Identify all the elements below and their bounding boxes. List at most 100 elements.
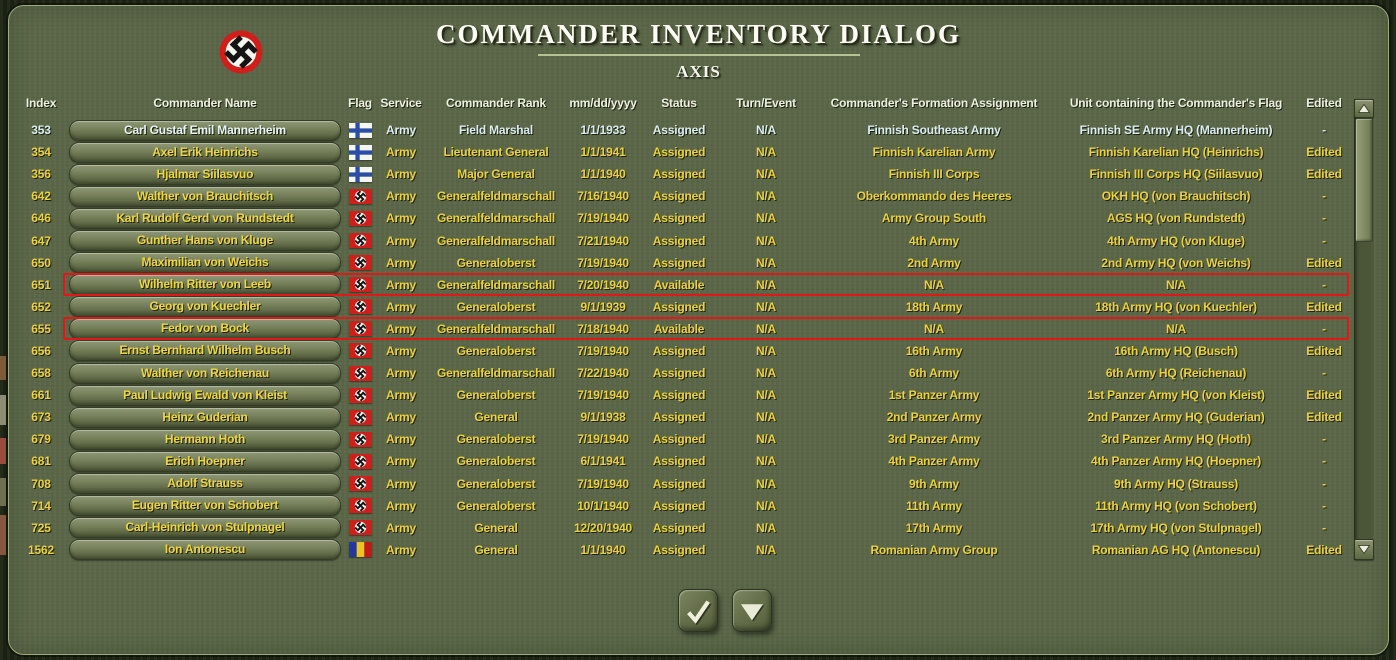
edited-flag-value: Edited	[1306, 167, 1342, 182]
edited-flag-value: -	[1322, 233, 1326, 248]
formation-assignment-value: 18th Army	[905, 299, 963, 314]
commander-name-button[interactable]: Erich Hoepner	[69, 450, 341, 472]
scrollbar-thumb[interactable]	[1355, 118, 1373, 242]
status-value: Assigned	[652, 233, 706, 248]
date-value: 1/1/1940	[580, 542, 626, 557]
germany-flag-icon	[345, 431, 375, 447]
commander-index: 354	[31, 145, 51, 160]
commander-index: 1562	[28, 542, 54, 557]
date-value: 7/19/1940	[577, 388, 629, 403]
service-value: Army	[386, 123, 416, 138]
date-value: 1/1/1933	[580, 123, 626, 138]
commander-row: 356 Hjalmar Siilasvuo Army Major General 1/1…	[17, 163, 1349, 185]
commander-name-button[interactable]: Walther von Reichenau	[69, 362, 341, 384]
edited-flag-value: -	[1322, 123, 1326, 138]
commander-name-button[interactable]: Hjalmar Siilasvuo	[69, 163, 341, 185]
rank-value: Generaloberst	[456, 432, 536, 447]
service-value: Army	[386, 454, 416, 469]
confirm-button[interactable]	[678, 589, 718, 632]
commander-name-button[interactable]: Ernst Bernhard Wilhelm Busch	[69, 340, 341, 362]
scrollbar-down-button[interactable]	[1354, 539, 1374, 560]
commander-index: 725	[31, 520, 51, 535]
date-value: 7/20/1940	[577, 277, 629, 292]
commander-name-button[interactable]: Karl Rudolf Gerd von Rundstedt	[69, 207, 341, 229]
edited-flag-value: -	[1322, 366, 1326, 381]
commander-name-button[interactable]: Heinz Guderian	[69, 406, 341, 428]
commander-name-button[interactable]: Carl-Heinrich von Stulpnagel	[69, 517, 341, 539]
commander-row: 655 Fedor von Bock Army Generalfeldmarschal…	[17, 317, 1349, 341]
nazi-germany-roundel-icon	[219, 30, 263, 74]
commander-name-button[interactable]: Walther von Brauchitsch	[69, 185, 341, 207]
date-value: 7/22/1940	[577, 366, 629, 381]
map-edge-decoration	[0, 356, 6, 380]
unit-containing-flag-value: N/A	[1165, 321, 1187, 336]
map-edge-decoration	[0, 478, 6, 506]
edited-flag-value: -	[1322, 321, 1326, 336]
edited-flag-value: -	[1322, 277, 1326, 292]
column-header-service: Service	[380, 96, 422, 110]
commander-row: 656 Ernst Bernhard Wilhelm Busch Army Gener…	[17, 340, 1349, 362]
service-value: Army	[386, 167, 416, 182]
unit-containing-flag-value: OKH HQ (von Brauchitsch)	[1101, 189, 1251, 204]
commander-name-button[interactable]: Eugen Ritter von Schobert	[69, 495, 341, 517]
germany-flag-icon	[345, 387, 375, 403]
service-value: Army	[386, 145, 416, 160]
commander-index: 647	[31, 233, 51, 248]
scrollbar-up-button[interactable]	[1354, 99, 1374, 118]
turn-event-value: N/A	[755, 498, 777, 513]
commander-name-button[interactable]: Fedor von Bock	[69, 318, 341, 340]
formation-assignment-value: 3rd Panzer Army	[888, 432, 980, 447]
date-value: 10/1/1940	[577, 498, 629, 513]
down-triangle-icon	[1358, 545, 1370, 554]
commander-name-button[interactable]: Axel Erik Heinrichs	[69, 141, 341, 163]
unit-containing-flag-value: 2nd Panzer Army HQ (Guderian)	[1087, 410, 1265, 425]
commander-name-button[interactable]: Carl Gustaf Emil Mannerheim	[69, 119, 341, 141]
rank-value: Generaloberst	[456, 299, 536, 314]
rank-value: Generalfeldmarschall	[436, 233, 556, 248]
rank-value: General	[474, 520, 518, 535]
status-value: Assigned	[652, 498, 706, 513]
germany-flag-icon	[345, 365, 375, 381]
turn-event-value: N/A	[755, 123, 777, 138]
commander-row: 714 Eugen Ritter von Schobert Army Generalo…	[17, 495, 1349, 517]
status-value: Assigned	[652, 255, 706, 270]
formation-assignment-value: Oberkommando des Heeres	[856, 189, 1012, 204]
status-value: Assigned	[652, 542, 706, 557]
commander-name-button[interactable]: Hermann Hoth	[69, 428, 341, 450]
commander-table: 353 Carl Gustaf Emil Mannerheim Army Field …	[17, 119, 1349, 561]
germany-flag-icon	[345, 498, 375, 514]
map-edge-decoration	[0, 515, 6, 555]
service-value: Army	[386, 255, 416, 270]
finland-flag-icon	[345, 166, 375, 182]
finland-flag-icon	[345, 122, 375, 138]
commander-name-button[interactable]: Maximilian von Weichs	[69, 252, 341, 274]
commander-index: 642	[31, 189, 51, 204]
commander-name-button[interactable]: Ion Antonescu	[69, 539, 341, 561]
turn-event-value: N/A	[755, 454, 777, 469]
unit-containing-flag-value: Finnish Karelian HQ (Heinrichs)	[1088, 145, 1264, 160]
commander-name-button[interactable]: Paul Ludwig Ewald von Kleist	[69, 384, 341, 406]
scroll-page-down-button[interactable]	[732, 589, 772, 632]
date-value: 7/19/1940	[577, 432, 629, 447]
turn-event-value: N/A	[755, 167, 777, 182]
date-value: 7/19/1940	[577, 343, 629, 358]
commander-row: 646 Karl Rudolf Gerd von Rundstedt Army Gen…	[17, 207, 1349, 229]
commander-name-button[interactable]: Wilhelm Ritter von Leeb	[69, 274, 341, 296]
commander-name-button[interactable]: Georg von Kuechler	[69, 296, 341, 318]
commander-name-button[interactable]: Adolf Strauss	[69, 473, 341, 495]
edited-flag-value: -	[1322, 454, 1326, 469]
romania-flag-icon	[345, 542, 375, 558]
germany-flag-icon	[345, 321, 375, 337]
unit-containing-flag-value: 11th Army HQ (von Schobert)	[1095, 498, 1257, 513]
turn-event-value: N/A	[755, 432, 777, 447]
rank-value: Generalfeldmarschall	[436, 277, 556, 292]
turn-event-value: N/A	[755, 542, 777, 557]
unit-containing-flag-value: Finnish SE Army HQ (Mannerheim)	[1079, 123, 1273, 138]
faction-label: AXIS	[676, 62, 721, 81]
date-value: 12/20/1940	[573, 520, 633, 535]
commander-row: 651 Wilhelm Ritter von Leeb Army Generalfel…	[17, 273, 1349, 297]
formation-assignment-value: Romanian Army Group	[870, 542, 998, 557]
commander-index: 356	[31, 167, 51, 182]
commander-name-button[interactable]: Gunther Hans von Kluge	[69, 230, 341, 252]
formation-assignment-value: 4th Panzer Army	[888, 454, 980, 469]
